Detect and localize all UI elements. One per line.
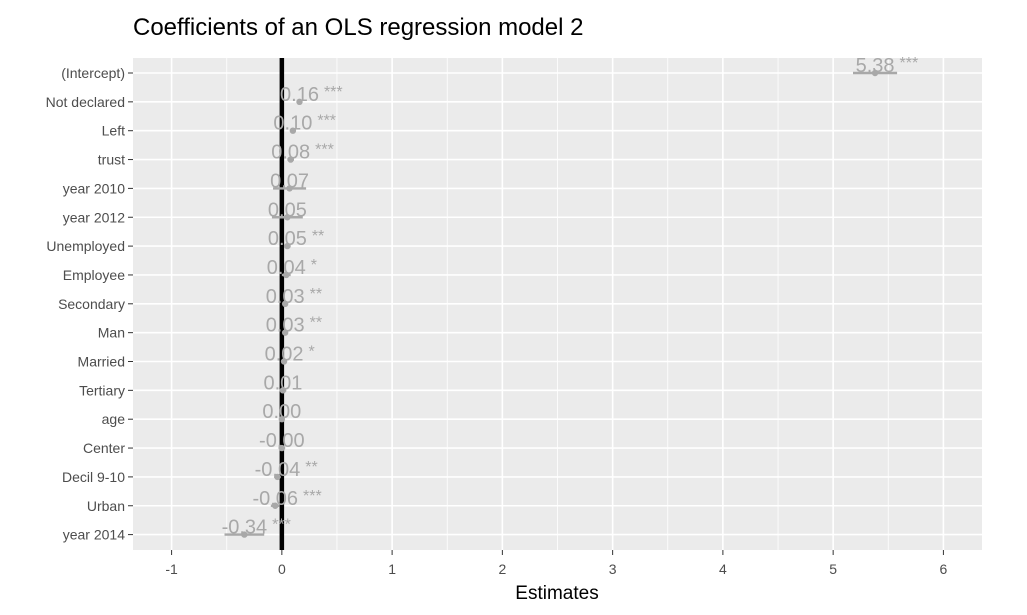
x-axis-title: Estimates (515, 583, 598, 604)
chart-title: Coefficients of an OLS regression model … (133, 14, 584, 41)
estimate-value-label: -0.04 (255, 459, 301, 481)
y-tick-label: Center (83, 440, 125, 456)
y-tick-label: year 2014 (63, 527, 125, 543)
estimate-value-label: 0.08 (271, 142, 310, 164)
estimate-value-label: 0.05 (268, 199, 307, 221)
y-tick-label: Not declared (46, 94, 125, 110)
significance-stars: *** (900, 55, 919, 72)
x-tick-label: 5 (829, 561, 837, 577)
y-tick-label: Secondary (58, 296, 125, 312)
x-tick-label: -1 (165, 561, 178, 577)
estimate-value-label: 0.04 (267, 257, 306, 279)
y-tick-label: Urban (87, 498, 125, 514)
estimate-point (296, 98, 303, 106)
estimate-point (284, 214, 291, 221)
estimate-point (286, 185, 293, 192)
significance-stars: *** (303, 488, 322, 505)
x-tick-label: 0 (278, 561, 286, 577)
estimate-value-label: 0.02 (265, 344, 304, 366)
x-tick-label: 4 (719, 561, 727, 577)
estimate-point (283, 271, 290, 279)
estimate-value-label: -0.06 (252, 488, 298, 510)
x-tick-label: 2 (498, 561, 506, 577)
y-tick-label: Employee (63, 267, 125, 283)
significance-stars: *** (324, 84, 343, 101)
estimate-value-label: 0.01 (263, 372, 302, 394)
coefficient-marks: 5.38 ***0.16 ***0.10 ***0.08 ***0.070.050.05… (222, 55, 919, 539)
estimate-value-label: 0.16 (280, 84, 319, 106)
y-tick-label: year 2012 (63, 209, 125, 225)
y-tick-label: Decil 9-10 (62, 469, 125, 485)
grid-lines (133, 58, 982, 550)
x-tick-label: 1 (388, 561, 396, 577)
significance-stars: * (309, 344, 315, 361)
estimate-point (241, 531, 248, 538)
significance-stars: ** (305, 459, 317, 476)
estimate-value-label: 0.03 (266, 286, 305, 308)
significance-stars: ** (310, 286, 322, 303)
significance-stars: *** (317, 113, 336, 130)
significance-stars: *** (315, 142, 334, 159)
y-tick-label: (Intercept) (61, 65, 125, 81)
estimate-point (279, 387, 287, 394)
y-tick-label: Unemployed (46, 238, 125, 254)
significance-stars: * (311, 257, 317, 274)
estimate-value-label: 0.07 (270, 170, 309, 192)
significance-stars: ** (312, 228, 324, 245)
estimate-value-label: 0.05 (268, 228, 307, 250)
y-tick-label: Tertiary (79, 382, 125, 398)
y-tick-label: year 2010 (63, 180, 125, 196)
estimate-point (289, 127, 297, 134)
x-tick-label: 3 (609, 561, 617, 577)
estimate-point (274, 473, 281, 481)
estimate-point (287, 156, 294, 163)
estimate-point (278, 416, 286, 423)
significance-stars: *** (272, 517, 291, 534)
y-tick-label: Married (78, 354, 125, 370)
significance-stars: ** (310, 315, 322, 332)
y-tick-label: Man (98, 325, 125, 341)
estimate-value-label: 0.00 (262, 401, 301, 423)
estimate-value-label: -0.00 (259, 430, 305, 452)
estimate-point (871, 69, 879, 77)
estimate-value-label: 0.03 (266, 315, 305, 337)
estimate-point (281, 300, 289, 307)
y-tick-label: trust (98, 152, 125, 168)
y-axis: (Intercept) Not declared Left trust year 201… (46, 65, 133, 543)
estimate-point (281, 329, 289, 336)
x-axis: -1 0 1 2 3 4 5 6 (165, 550, 948, 577)
y-tick-label: Left (102, 123, 125, 139)
estimate-point (272, 502, 279, 509)
estimate-value-label: 0.10 (273, 113, 312, 135)
estimate-point (278, 444, 286, 452)
y-tick-label: age (102, 411, 126, 427)
x-tick-label: 6 (940, 561, 948, 577)
estimate-value-label: 5.38 (856, 55, 895, 77)
estimate-value-label: -0.34 (222, 517, 268, 539)
estimate-point (284, 242, 291, 250)
estimate-point (280, 358, 288, 365)
